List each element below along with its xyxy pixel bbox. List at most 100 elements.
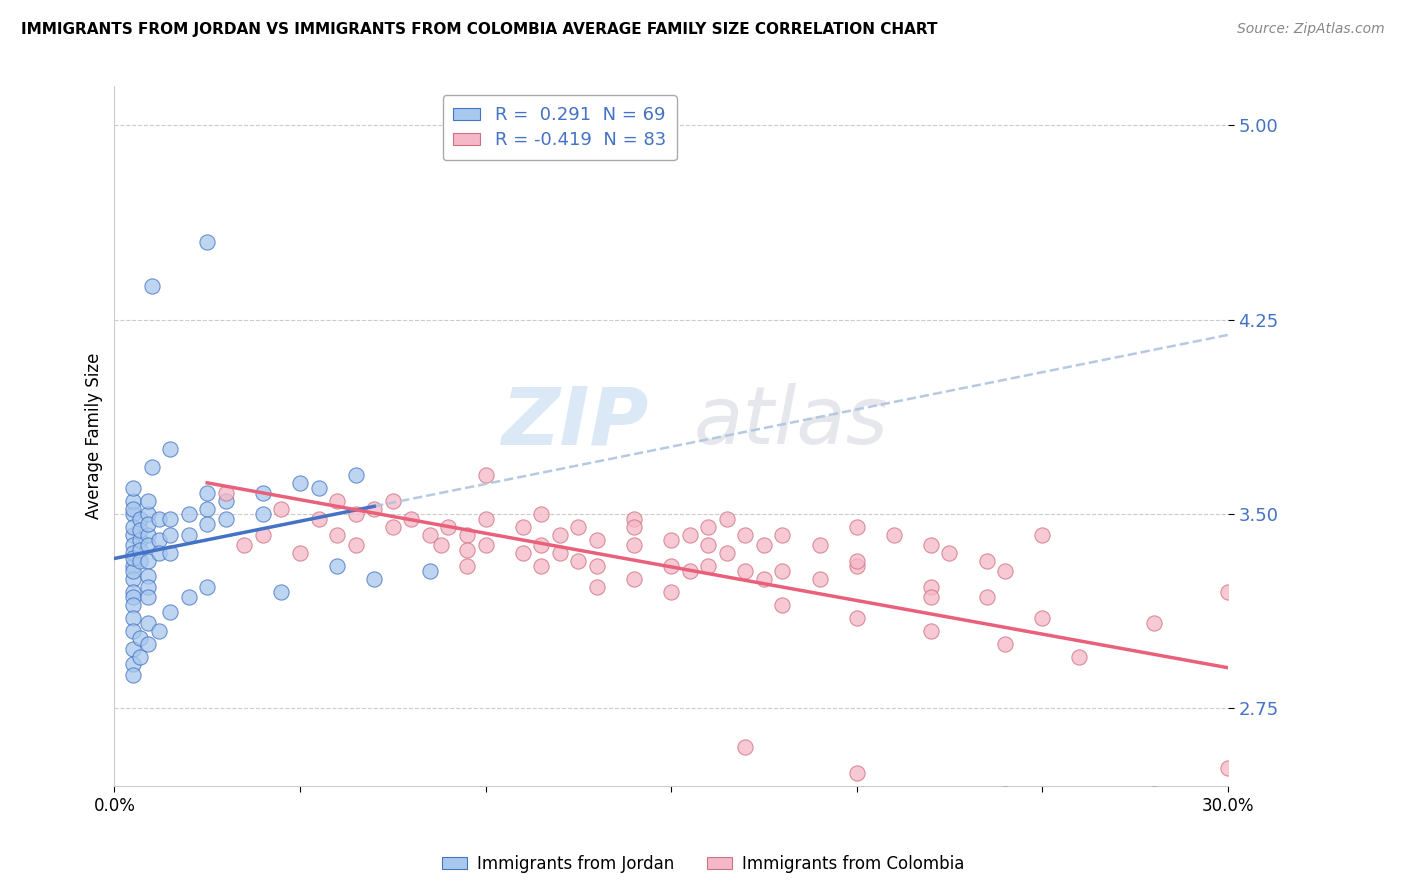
Point [122,527,145,541]
Text: Source: ZipAtlas.com: Source: ZipAtlas.com [1237,22,1385,37]
Point [344,538,367,552]
Point [136,590,159,604]
Point [920,590,942,604]
Point [122,564,145,578]
Point [177,590,200,604]
Point [623,512,645,526]
Point [679,564,702,578]
Point [129,533,152,547]
Point [474,538,496,552]
Point [122,507,145,521]
Point [141,460,163,475]
Point [994,787,1017,801]
Point [122,624,145,638]
Point [920,538,942,552]
Point [122,546,145,560]
Point [136,569,159,583]
Point [586,580,609,594]
Point [679,527,702,541]
Point [512,520,534,534]
Point [586,558,609,573]
Point [697,538,720,552]
Point [381,494,404,508]
Point [474,468,496,483]
Point [129,523,152,537]
Point [129,632,152,646]
Point [122,667,145,681]
Point [772,598,794,612]
Point [195,517,218,532]
Text: ZIP: ZIP [502,384,648,461]
Point [195,580,218,594]
Point [845,554,868,568]
Point [659,558,682,573]
Point [136,554,159,568]
Point [344,468,367,483]
Point [697,520,720,534]
Point [474,512,496,526]
Point [363,501,385,516]
Point [122,572,145,586]
Point [136,615,159,630]
Text: IMMIGRANTS FROM JORDAN VS IMMIGRANTS FROM COLOMBIA AVERAGE FAMILY SIZE CORRELATI: IMMIGRANTS FROM JORDAN VS IMMIGRANTS FRO… [21,22,938,37]
Point [976,554,998,568]
Point [1031,610,1053,624]
Point [430,538,453,552]
Point [437,520,460,534]
Point [1069,649,1091,664]
Point [363,572,385,586]
Point [326,527,349,541]
Point [136,507,159,521]
Point [623,538,645,552]
Point [716,546,738,560]
Point [141,279,163,293]
Point [530,538,553,552]
Point [716,512,738,526]
Point [586,533,609,547]
Point [270,501,292,516]
Point [129,554,152,568]
Point [195,486,218,500]
Point [136,580,159,594]
Point [288,475,311,490]
Point [512,546,534,560]
Point [252,486,274,500]
Point [129,543,152,558]
Point [122,481,145,495]
Point [129,512,152,526]
Point [288,546,311,560]
Point [136,527,159,541]
Point [772,527,794,541]
Point [195,235,218,249]
Point [623,520,645,534]
Point [381,520,404,534]
Point [548,527,571,541]
Point [122,538,145,552]
Point [326,558,349,573]
Point [994,564,1017,578]
Point [845,766,868,780]
Y-axis label: Average Family Size: Average Family Size [86,353,103,519]
Point [148,533,170,547]
Point [148,624,170,638]
Point [567,554,589,568]
Point [136,538,159,552]
Point [456,543,478,558]
Point [122,551,145,566]
Point [122,610,145,624]
Point [659,584,682,599]
Point [456,527,478,541]
Point [1031,527,1053,541]
Point [159,512,181,526]
Point [530,507,553,521]
Point [1216,761,1239,775]
Point [548,546,571,560]
Point [122,657,145,672]
Point [148,546,170,560]
Point [308,512,330,526]
Point [122,501,145,516]
Point [920,624,942,638]
Point [752,538,775,552]
Point [752,572,775,586]
Point [326,494,349,508]
